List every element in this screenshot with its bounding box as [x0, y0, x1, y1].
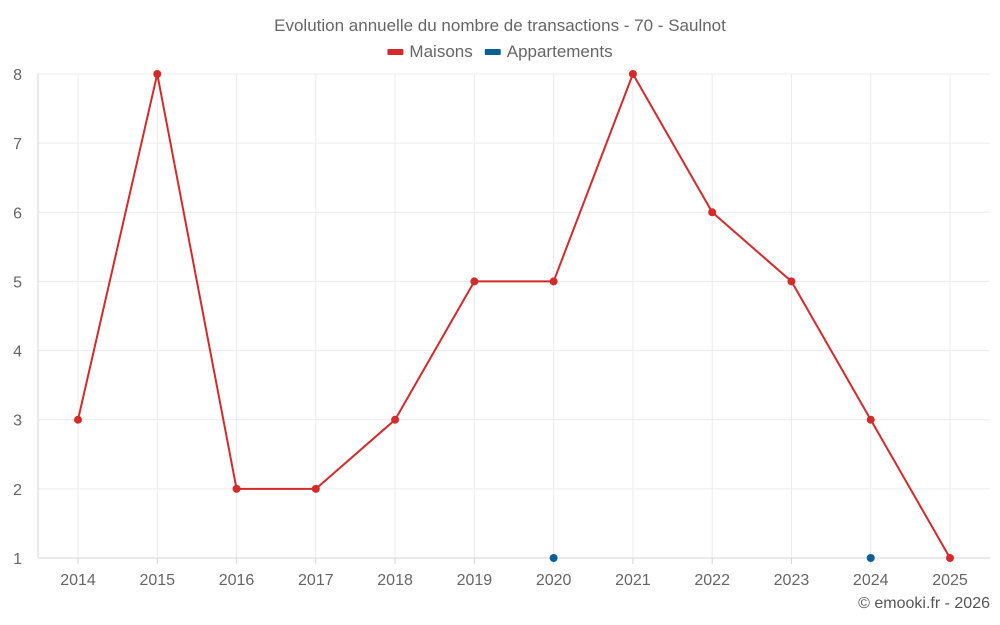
- data-point-maisons[interactable]: [311, 484, 320, 493]
- data-point-maisons[interactable]: [549, 277, 558, 286]
- data-point-maisons[interactable]: [232, 484, 241, 493]
- data-point-maisons[interactable]: [946, 554, 954, 562]
- x-tick-label: 2020: [536, 572, 572, 589]
- x-tick-label: 2025: [932, 572, 968, 589]
- data-point-maisons[interactable]: [628, 70, 637, 78]
- legend-item-appartements[interactable]: Appartements: [484, 42, 613, 61]
- data-point-maisons[interactable]: [708, 208, 717, 217]
- credit-text: © emooki.fr - 2026: [858, 595, 990, 612]
- y-tick-label: 4: [13, 344, 22, 361]
- y-tick-label: 7: [13, 136, 22, 153]
- series-line-maisons: [77, 73, 951, 559]
- data-point-maisons[interactable]: [787, 277, 796, 286]
- x-tick-label: 2018: [377, 572, 413, 589]
- legend-swatch: [484, 49, 501, 55]
- y-tick-label: 2: [13, 482, 22, 499]
- legend-swatch: [387, 49, 404, 55]
- chart-title: Evolution annuelle du nombre de transact…: [274, 16, 726, 35]
- data-point-appartements[interactable]: [866, 554, 875, 562]
- series-maisons: [74, 70, 954, 562]
- legend-label: Maisons: [409, 42, 472, 61]
- x-tick-label: 2022: [694, 572, 730, 589]
- x-tick-label: 2024: [853, 572, 889, 589]
- axes: 1 2 3 4 5 6 7 8 2014 2015 2016 2017 2018 2019 2020 2021…: [13, 67, 990, 589]
- x-tick-label: 2017: [298, 572, 334, 589]
- data-point-maisons[interactable]: [866, 415, 875, 424]
- x-tick-label: 2021: [615, 572, 651, 589]
- legend-label: Appartements: [507, 42, 613, 61]
- data-point-appartements[interactable]: [549, 554, 558, 562]
- x-tick-label: 2016: [219, 572, 255, 589]
- series-appartements: [549, 554, 875, 562]
- data-point-maisons[interactable]: [74, 415, 82, 424]
- data-point-maisons[interactable]: [391, 415, 400, 424]
- data-point-maisons[interactable]: [470, 277, 479, 286]
- legend-item-maisons[interactable]: Maisons: [387, 42, 473, 61]
- y-tick-label: 5: [13, 274, 22, 291]
- y-tick-label: 6: [13, 205, 22, 222]
- y-tick-label: 1: [13, 551, 22, 568]
- legend: Maisons Appartements: [387, 42, 613, 61]
- x-tick-label: 2014: [60, 572, 96, 589]
- y-tick-label: 8: [13, 67, 22, 84]
- grid: [38, 73, 990, 558]
- x-tick-label: 2015: [139, 572, 175, 589]
- series-layer: [74, 70, 954, 562]
- data-point-maisons[interactable]: [153, 70, 162, 78]
- x-tick-label: 2023: [774, 572, 810, 589]
- x-tick-label: 2019: [457, 572, 493, 589]
- y-tick-label: 3: [13, 413, 22, 430]
